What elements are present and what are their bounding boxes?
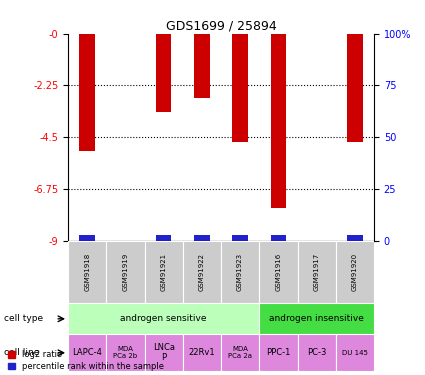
Bar: [194, 34, 210, 98]
Bar: [271, 34, 286, 209]
Text: 22Rv1: 22Rv1: [189, 348, 215, 357]
Bar: [194, 235, 210, 240]
Bar: [259, 334, 298, 371]
Text: PPC-1: PPC-1: [266, 348, 291, 357]
Text: PC-3: PC-3: [307, 348, 326, 357]
Bar: [79, 235, 95, 240]
Text: GSM91921: GSM91921: [161, 253, 167, 291]
Bar: [347, 34, 363, 142]
Bar: [259, 240, 298, 303]
Bar: [183, 334, 221, 371]
Bar: [68, 303, 259, 334]
Bar: [232, 235, 248, 240]
Bar: [68, 334, 106, 371]
Bar: [259, 303, 374, 334]
Bar: [336, 240, 374, 303]
Bar: [336, 334, 374, 371]
Bar: [106, 240, 144, 303]
Bar: [144, 334, 183, 371]
Text: GSM91922: GSM91922: [199, 253, 205, 291]
Bar: [298, 240, 336, 303]
Text: GSM91923: GSM91923: [237, 253, 243, 291]
Bar: [221, 240, 259, 303]
Text: androgen insensitive: androgen insensitive: [269, 314, 364, 323]
Bar: [156, 235, 171, 240]
Text: GSM91916: GSM91916: [275, 253, 281, 291]
Bar: [144, 240, 183, 303]
Bar: [106, 334, 144, 371]
Bar: [271, 235, 286, 240]
Text: DU 145: DU 145: [342, 350, 368, 356]
Text: MDA
PCa 2a: MDA PCa 2a: [228, 346, 252, 359]
Bar: [298, 334, 336, 371]
Text: cell type: cell type: [4, 314, 43, 323]
Bar: [232, 34, 248, 142]
Bar: [156, 34, 171, 112]
Bar: [183, 240, 221, 303]
Bar: [221, 334, 259, 371]
Text: LAPC-4: LAPC-4: [72, 348, 102, 357]
Bar: [347, 235, 363, 240]
Text: GSM91918: GSM91918: [84, 253, 90, 291]
Text: androgen sensitive: androgen sensitive: [120, 314, 207, 323]
Text: GSM91920: GSM91920: [352, 253, 358, 291]
Bar: [68, 240, 106, 303]
Text: GSM91919: GSM91919: [122, 253, 128, 291]
Text: LNCa
P: LNCa P: [153, 343, 175, 363]
Legend: log2 ratio, percentile rank within the sample: log2 ratio, percentile rank within the s…: [8, 350, 164, 371]
Title: GDS1699 / 25894: GDS1699 / 25894: [166, 20, 276, 33]
Text: GSM91917: GSM91917: [314, 253, 320, 291]
Text: MDA
PCa 2b: MDA PCa 2b: [113, 346, 137, 359]
Bar: [79, 34, 95, 151]
Text: cell line: cell line: [4, 348, 40, 357]
